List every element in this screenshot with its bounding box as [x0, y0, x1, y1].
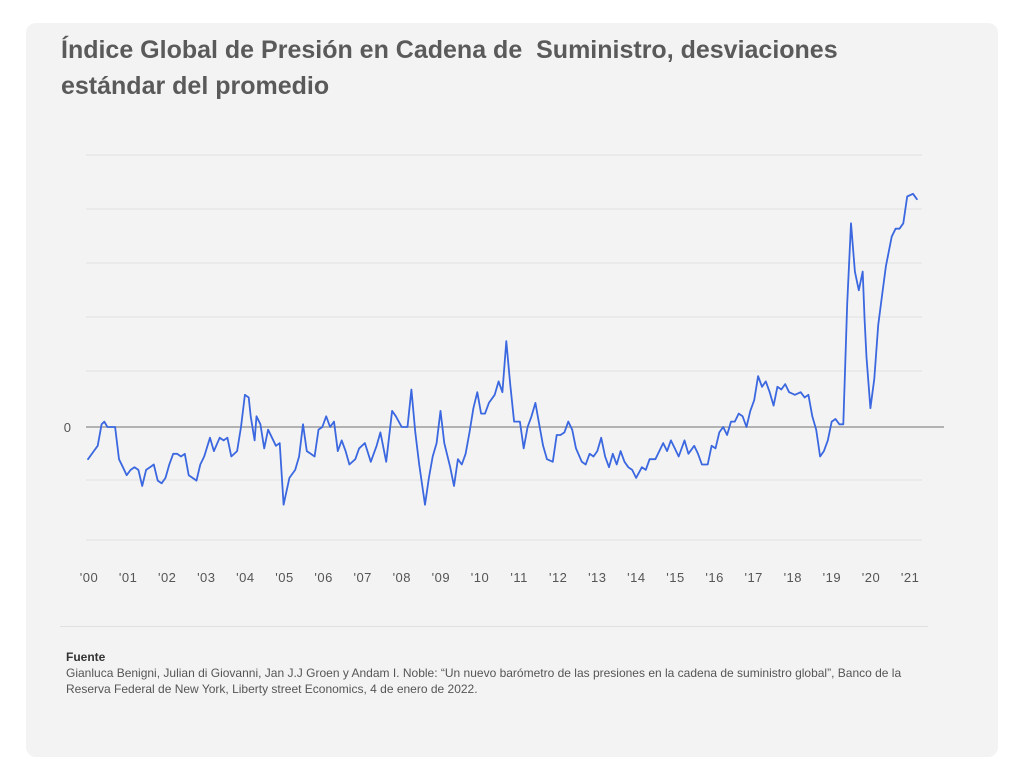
- x-tick-label: '13: [588, 570, 606, 585]
- x-tick-label: '00: [80, 570, 98, 585]
- x-tick-label: '12: [549, 570, 567, 585]
- x-tick-label: '06: [314, 570, 332, 585]
- x-tick-label: '16: [705, 570, 723, 585]
- chart-title: Índice Global de Presión en Cadena de Su…: [61, 36, 845, 100]
- x-tick-label: '05: [275, 570, 293, 585]
- chart-card: [26, 23, 998, 757]
- x-tick-label: '07: [353, 570, 371, 585]
- source-text: Gianluca Benigni, Julian di Giovanni, Ja…: [66, 666, 902, 696]
- x-tick-label: '10: [471, 570, 489, 585]
- x-tick-label: '02: [158, 570, 176, 585]
- x-tick-label: '19: [823, 570, 841, 585]
- grid-lines: [86, 154, 922, 541]
- x-tick-label: '01: [119, 570, 137, 585]
- x-tick-label: '17: [744, 570, 762, 585]
- x-tick-label: '15: [666, 570, 684, 585]
- x-tick-label: '20: [862, 570, 880, 585]
- x-tick-label: '03: [197, 570, 215, 585]
- y-axis-labels: 0: [64, 420, 71, 435]
- series-line: [87, 192, 918, 506]
- x-tick-label: '11: [510, 570, 527, 585]
- x-tick-label: '18: [784, 570, 802, 585]
- source-heading: Fuente: [66, 650, 106, 664]
- y-tick-label: 0: [64, 420, 71, 435]
- x-tick-label: '09: [432, 570, 450, 585]
- x-tick-label: '04: [236, 570, 254, 585]
- x-axis-labels: '00 '01 '02 '03 '04 '05 '06 '07 '08 '09 '10 '11 '12 '…: [80, 570, 919, 585]
- series-group: [87, 192, 918, 506]
- x-tick-label: '08: [393, 570, 411, 585]
- divider: [60, 626, 928, 627]
- x-tick-label: '14: [627, 570, 645, 585]
- line-chart: 0 '00 '01 '02 '03 '04 '05 '06 '07 '08 '09 '10 '11 '1…: [64, 154, 944, 585]
- x-tick-label: '21: [901, 570, 919, 585]
